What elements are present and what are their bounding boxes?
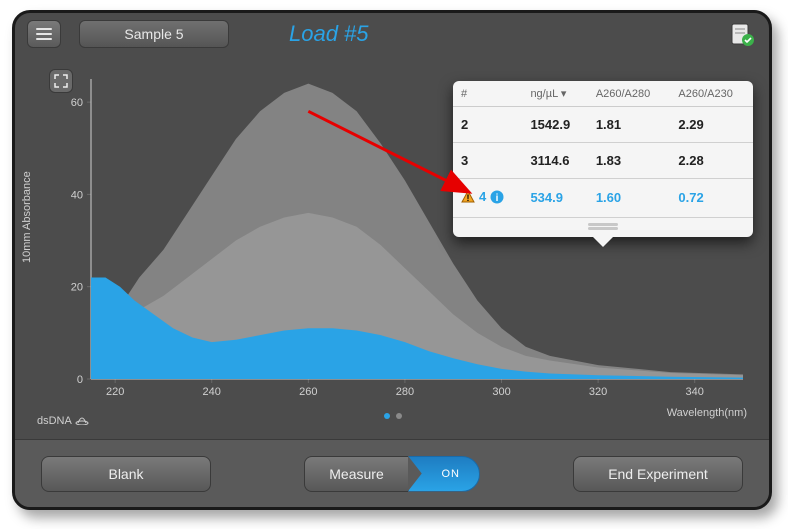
svg-text:220: 220 xyxy=(106,386,124,398)
sample-selector[interactable]: Sample 5 xyxy=(79,20,229,48)
results-popover[interactable]: #ng/µL ▾A260/A280A260/A230 21542.91.812.… xyxy=(453,81,753,237)
svg-text:320: 320 xyxy=(589,386,607,398)
svg-text:0: 0 xyxy=(77,374,83,386)
measure-toggle[interactable]: ON xyxy=(408,456,480,492)
svg-text:40: 40 xyxy=(71,189,83,201)
table-row[interactable]: 21542.91.812.29 xyxy=(453,107,753,143)
warning-triangle-icon: ! xyxy=(461,190,475,204)
svg-text:i: i xyxy=(496,193,499,204)
action-bar: Blank Measure ON End Experiment xyxy=(15,439,769,507)
svg-text:20: 20 xyxy=(71,282,83,294)
results-table: #ng/µL ▾A260/A280A260/A230 21542.91.812.… xyxy=(453,81,753,218)
svg-text:260: 260 xyxy=(299,386,317,398)
svg-text:300: 300 xyxy=(492,386,510,398)
blank-button[interactable]: Blank xyxy=(41,456,211,492)
y-axis-label: 10mm Absorbance xyxy=(21,171,33,263)
measure-group: Measure ON xyxy=(304,456,479,492)
svg-text:340: 340 xyxy=(686,386,704,398)
svg-text:280: 280 xyxy=(396,386,414,398)
results-col-header[interactable]: ng/µL ▾ xyxy=(522,81,587,107)
pager-dot[interactable] xyxy=(396,413,402,419)
table-row[interactable]: !4i534.91.600.72 xyxy=(453,179,753,218)
load-label: Load #5 xyxy=(289,21,369,47)
pager-dot[interactable] xyxy=(384,413,390,419)
results-col-header[interactable]: A260/A230 xyxy=(670,81,753,107)
notebook-check-icon[interactable] xyxy=(729,21,755,47)
results-col-header[interactable]: # xyxy=(453,81,522,107)
top-bar: Sample 5 Load #5 xyxy=(15,13,769,55)
info-icon[interactable]: i xyxy=(490,190,504,204)
menu-button[interactable] xyxy=(27,20,61,48)
svg-text:60: 60 xyxy=(71,97,83,109)
svg-text:240: 240 xyxy=(203,386,221,398)
table-row[interactable]: 33114.61.832.28 xyxy=(453,143,753,179)
device-screen: Sample 5 Load #5 10mm Absorbance 0 20 40 60… xyxy=(12,10,772,510)
end-experiment-button[interactable]: End Experiment xyxy=(573,456,743,492)
sample-type-label: dsDNA xyxy=(37,415,90,427)
results-col-header[interactable]: A260/A280 xyxy=(588,81,671,107)
svg-text:!: ! xyxy=(467,193,470,203)
x-axis-label: Wavelength(nm) xyxy=(667,407,747,419)
measure-button[interactable]: Measure xyxy=(304,456,407,492)
chart-pager[interactable] xyxy=(384,413,402,419)
